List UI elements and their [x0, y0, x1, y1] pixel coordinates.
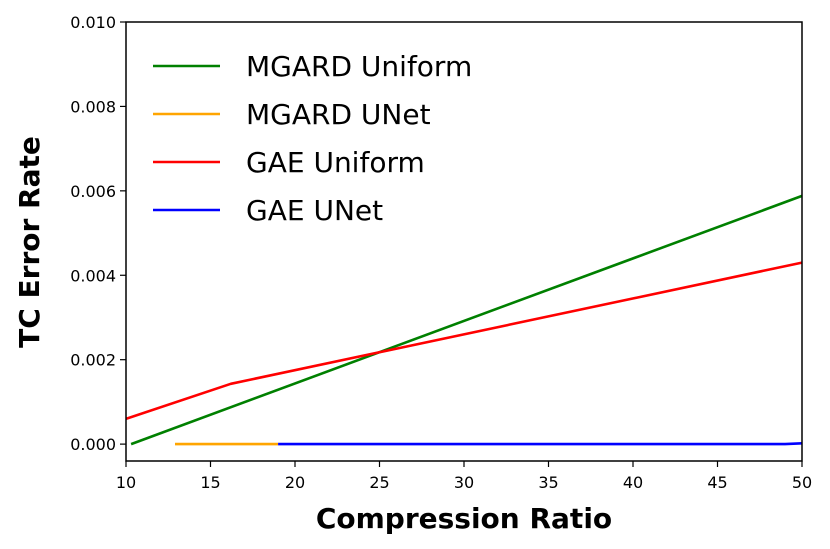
plot-frame — [125, 21, 803, 462]
y-axis: 0.000 0.002 0.004 0.006 0.008 0.010 — [70, 13, 126, 454]
x-tick-label: 35 — [538, 473, 558, 492]
y-tick-label: 0.006 — [70, 182, 116, 201]
y-tick-label: 0.002 — [70, 351, 116, 370]
x-tick-label: 45 — [707, 473, 727, 492]
x-tick-label: 40 — [623, 473, 643, 492]
y-tick-label: 0.000 — [70, 435, 116, 454]
legend-label-0: MGARD Uniform — [246, 50, 472, 83]
series-line-2 — [125, 261, 803, 421]
y-tick-label: 0.008 — [70, 97, 116, 116]
plot-area — [125, 194, 803, 446]
legend: MGARD Uniform MGARD UNet GAE Uniform GAE UN… — [153, 50, 472, 227]
x-tick-label: 25 — [369, 473, 389, 492]
y-tick-label: 0.004 — [70, 266, 116, 285]
y-axis-title: TC Error Rate — [13, 136, 46, 348]
x-axis: 10 15 20 25 30 35 40 45 50 — [116, 461, 812, 492]
x-tick-label: 10 — [116, 473, 136, 492]
legend-label-2: GAE Uniform — [246, 146, 425, 179]
x-axis-title: Compression Ratio — [316, 502, 612, 535]
legend-label-3: GAE UNet — [246, 194, 383, 227]
x-tick-label: 30 — [454, 473, 474, 492]
x-tick-label: 50 — [792, 473, 812, 492]
series-line-3 — [278, 442, 803, 446]
y-tick-label: 0.010 — [70, 13, 116, 32]
x-tick-label: 20 — [285, 473, 305, 492]
series-line-0 — [130, 194, 803, 446]
legend-label-1: MGARD UNet — [246, 98, 431, 131]
x-tick-label: 15 — [200, 473, 220, 492]
